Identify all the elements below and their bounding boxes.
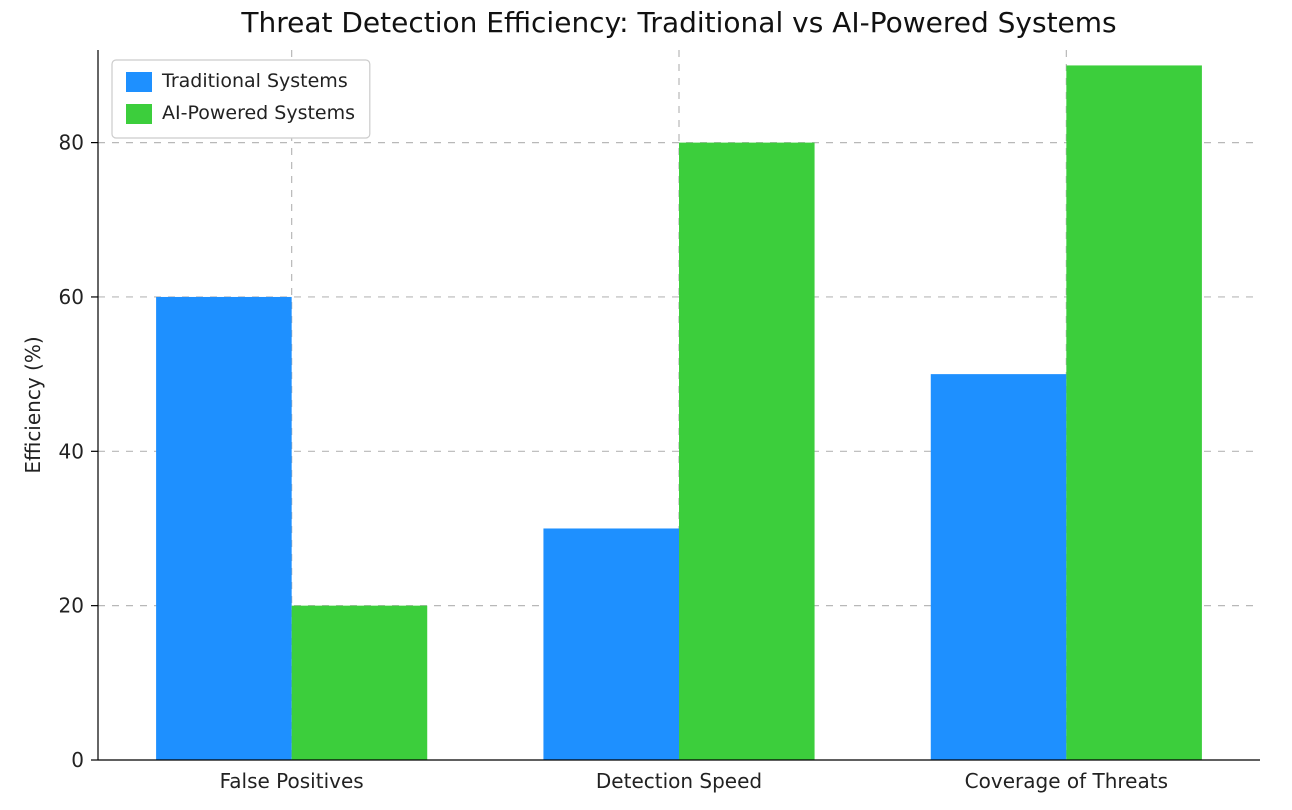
legend-swatch [126,72,152,92]
legend-label: AI-Powered Systems [162,102,355,124]
x-tick-label: False Positives [220,769,364,793]
x-tick-label: Coverage of Threats [965,769,1168,793]
chart-title: Threat Detection Efficiency: Traditional… [240,6,1116,39]
bar [931,374,1067,760]
bar [292,606,428,760]
y-tick-label: 0 [71,748,84,772]
x-tick-label: Detection Speed [596,769,762,793]
y-tick-label: 80 [59,131,84,155]
y-tick-label: 60 [59,285,84,309]
y-axis-label: Efficiency (%) [21,336,45,473]
bar [156,297,292,760]
legend-label: Traditional Systems [161,70,348,92]
bar [1066,65,1202,760]
bar-chart: 0 20 40 60 80 False Positives Detection Speed C… [0,0,1292,810]
bar [543,528,679,760]
bar [679,143,815,760]
chart-container: 0 20 40 60 80 False Positives Detection Speed C… [0,0,1292,810]
y-tick-label: 40 [59,439,84,463]
legend-swatch [126,104,152,124]
y-tick-label: 20 [59,594,84,618]
